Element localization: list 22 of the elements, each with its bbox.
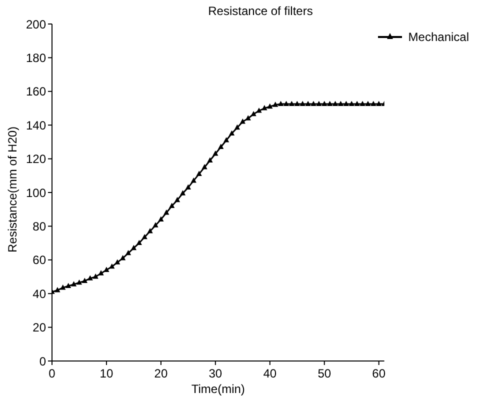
y-tick-label: 180 (26, 50, 46, 65)
y-tick-label: 160 (26, 84, 46, 99)
x-tick-label: 20 (154, 366, 168, 381)
y-tick-label: 20 (32, 320, 46, 335)
y-tick-label: 0 (39, 354, 46, 368)
x-tick-label: 60 (372, 366, 386, 381)
chart-title: Resistance of filters (207, 4, 314, 18)
legend-label: Mechanical (408, 30, 469, 44)
y-tick-label: 140 (26, 118, 46, 132)
x-tick-label: 0 (48, 366, 56, 381)
x-axis-title: Time(min) (191, 382, 245, 396)
y-axis-title: Resistance(mm of H20) (5, 126, 20, 252)
x-tick-label: 30 (208, 366, 222, 381)
x-tick-label: 50 (318, 366, 332, 381)
y-tick-label: 100 (26, 186, 46, 200)
y-tick-label: 120 (26, 152, 46, 166)
x-tick-label: 10 (100, 366, 114, 381)
x-tick-label: 40 (263, 366, 277, 381)
y-tick-label: 60 (32, 253, 46, 268)
y-tick-label: 40 (32, 286, 46, 301)
y-tick-label: 200 (26, 17, 46, 32)
y-tick-label: 80 (32, 219, 46, 234)
